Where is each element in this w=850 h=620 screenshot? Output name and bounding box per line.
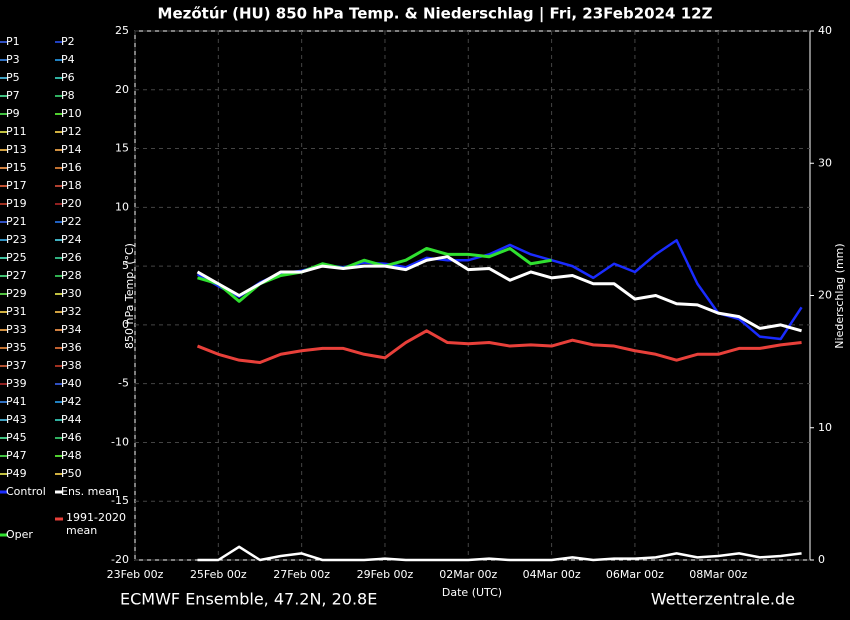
y-tick-label: -5 [118, 377, 129, 390]
legend-label: P19 [6, 197, 27, 210]
legend-label: P41 [6, 395, 27, 408]
x-tick-label: 23Feb 00z [107, 568, 164, 581]
legend-label: P34 [61, 323, 82, 336]
legend-label: P46 [61, 431, 82, 444]
legend-label: P20 [61, 197, 82, 210]
legend-label: P2 [61, 35, 75, 48]
legend-label: P24 [61, 233, 82, 246]
legend-label: P21 [6, 215, 27, 228]
legend-label: P36 [61, 341, 82, 354]
x-tick-label: 02Mar 00z [439, 568, 497, 581]
footer-source: ECMWF Ensemble, 47.2N, 20.8E [120, 590, 377, 609]
y-tick-label: -10 [111, 435, 129, 448]
legend-label: P13 [6, 143, 27, 156]
legend-label: P33 [6, 323, 27, 336]
legend-label: P32 [61, 305, 82, 318]
x-tick-label: 27Feb 00z [273, 568, 330, 581]
legend-label: P47 [6, 449, 27, 462]
legend-label: P17 [6, 179, 27, 192]
y-tick-label: -20 [111, 553, 129, 566]
legend-label: P22 [61, 215, 82, 228]
legend-label: P31 [6, 305, 27, 318]
x-tick-label: 25Feb 00z [190, 568, 247, 581]
legend-label: P29 [6, 287, 27, 300]
legend-label: P49 [6, 467, 27, 480]
legend-label: P26 [61, 251, 82, 264]
legend-label: P28 [61, 269, 82, 282]
series-line [197, 545, 802, 562]
legend-label: P48 [61, 449, 82, 462]
y-tick-label: 0 [122, 318, 129, 331]
y-tick-label: -15 [111, 494, 129, 507]
legend-label: P11 [6, 125, 27, 138]
legend-label: P27 [6, 269, 27, 282]
legend-label: P7 [6, 89, 20, 102]
y2-tick-label: 40 [818, 24, 832, 37]
y-tick-label: 10 [115, 200, 129, 213]
legend-label: P14 [61, 143, 82, 156]
legend-label: P25 [6, 251, 27, 264]
legend-label: P12 [61, 125, 82, 138]
chart-title: Mezőtúr (HU) 850 hPa Temp. & Niederschla… [158, 5, 713, 24]
series-line [196, 255, 802, 333]
y2-tick-label: 20 [818, 289, 832, 302]
footer-site: Wetterzentrale.de [651, 590, 795, 609]
legend-label: P50 [61, 467, 82, 480]
legend-label: P23 [6, 233, 27, 246]
legend-label: P1 [6, 35, 20, 48]
legend-label: P35 [6, 341, 27, 354]
y-tick-label: 5 [122, 259, 129, 272]
legend-label: Ens. mean [61, 485, 119, 498]
legend-label: P39 [6, 377, 27, 390]
y2-axis-label: Niederschlag (mm) [833, 243, 846, 348]
series-line [196, 329, 802, 365]
y2-tick-label: 10 [818, 421, 832, 434]
y-axis-label: 850 hPa Temp. (°C) [123, 243, 136, 349]
legend-label: P5 [6, 71, 20, 84]
legend-label: P8 [61, 89, 75, 102]
legend-label: P40 [61, 377, 82, 390]
y2-tick-label: 30 [818, 156, 832, 169]
legend-label: P4 [61, 53, 75, 66]
x-tick-label: 29Feb 00z [357, 568, 414, 581]
legend-label: P3 [6, 53, 20, 66]
y-tick-label: 25 [115, 24, 129, 37]
y-tick-label: 20 [115, 83, 129, 96]
x-tick-label: 08Mar 00z [689, 568, 747, 581]
legend-label: Oper [6, 528, 33, 541]
y-tick-label: 15 [115, 142, 129, 155]
legend-label: P45 [6, 431, 27, 444]
legend-label: P37 [6, 359, 27, 372]
legend-label: P9 [6, 107, 20, 120]
legend-label: P10 [61, 107, 82, 120]
y2-tick-label: 0 [818, 553, 825, 566]
legend-label: P38 [61, 359, 82, 372]
legend-label: P15 [6, 161, 27, 174]
legend-label: P16 [61, 161, 82, 174]
legend-label: 1991-2020 mean [66, 511, 126, 537]
legend-label: P18 [61, 179, 82, 192]
legend-label: P44 [61, 413, 82, 426]
x-axis-label: Date (UTC) [442, 586, 502, 599]
x-tick-label: 04Mar 00z [523, 568, 581, 581]
legend-label: Control [6, 485, 46, 498]
legend-label: P42 [61, 395, 82, 408]
legend-label: P43 [6, 413, 27, 426]
legend-label: P30 [61, 287, 82, 300]
x-tick-label: 06Mar 00z [606, 568, 664, 581]
legend-label: P6 [61, 71, 75, 84]
